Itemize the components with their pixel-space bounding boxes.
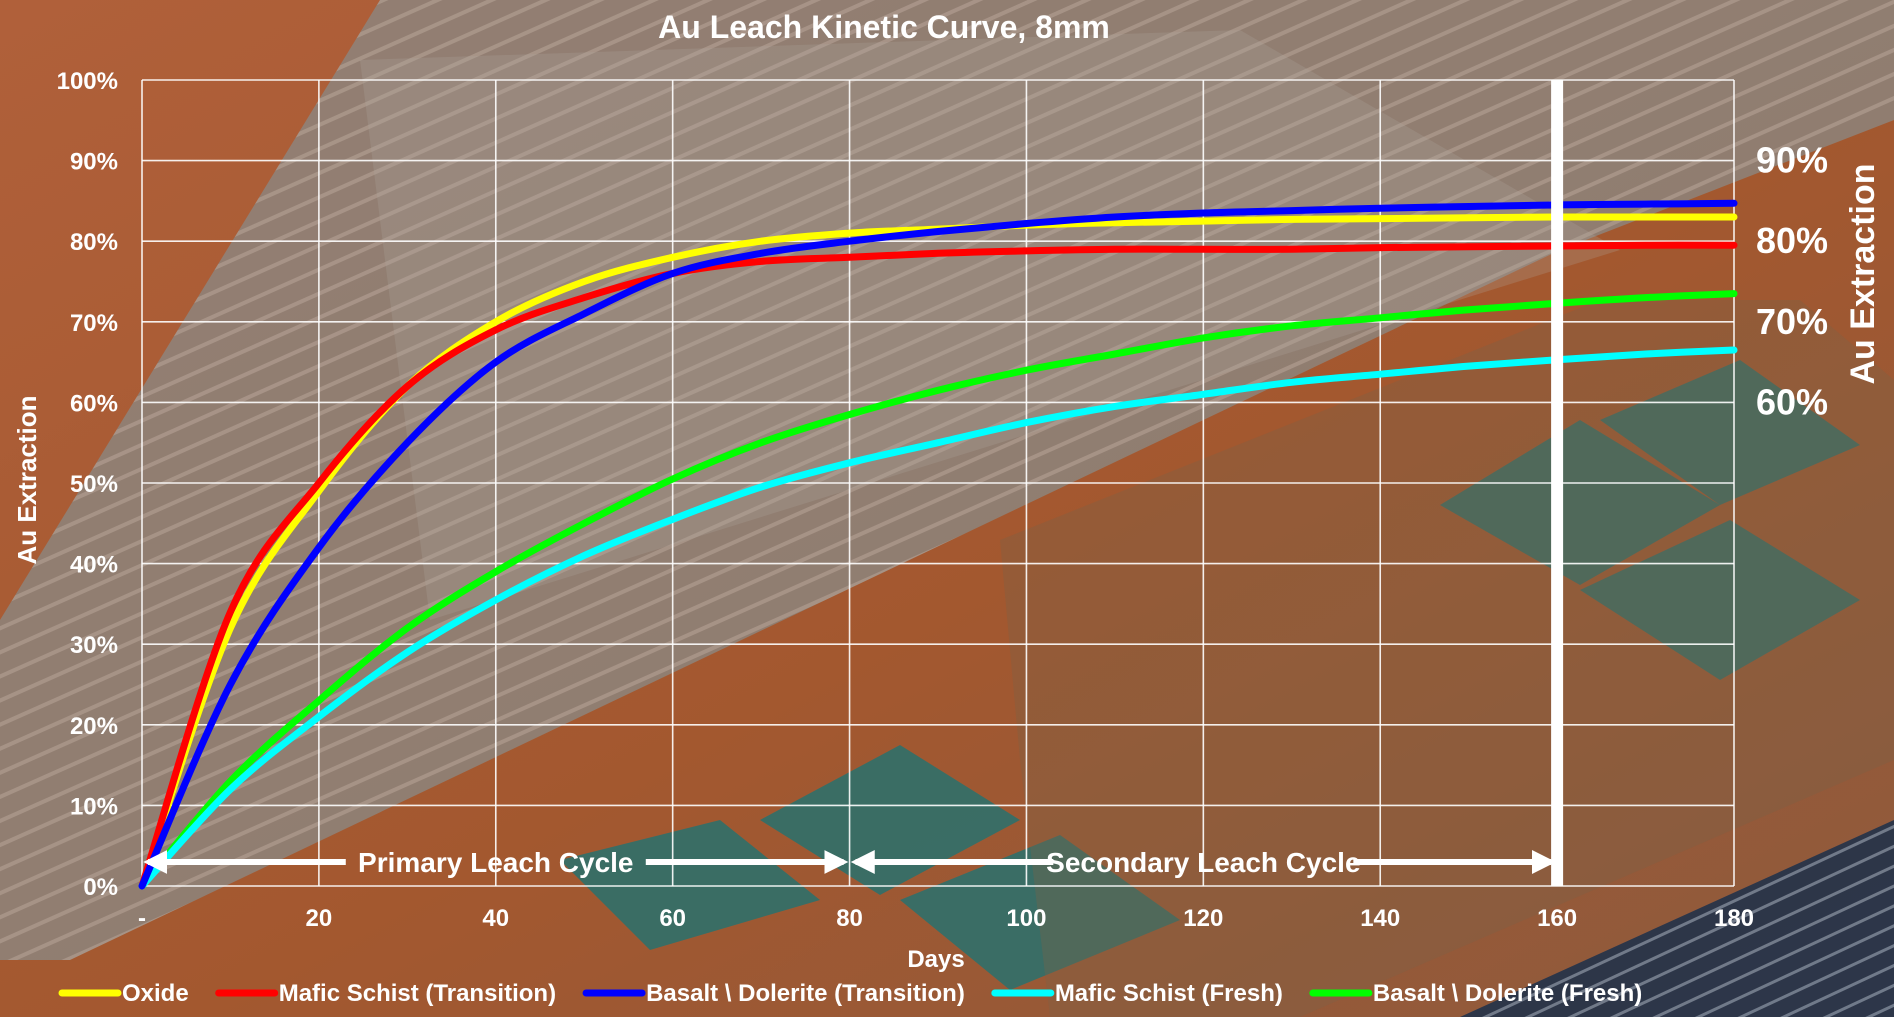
- series-line: [138, 241, 1738, 890]
- y-tick-label: 20%: [70, 713, 118, 740]
- secondary-y-tick-label: 60%: [1756, 381, 1828, 422]
- chart-labels: Au Leach Kinetic Curve, 8mm Days Au Extr…: [12, 9, 1882, 973]
- secondary-leach-cycle-label: Secondary Leach Cycle: [1046, 847, 1360, 878]
- y-tick-label: 70%: [70, 310, 118, 337]
- y-tick-label: 100%: [57, 68, 118, 95]
- chart-grid: [141, 79, 1735, 887]
- secondary-y-axis-label: Au Extraction: [1844, 163, 1882, 384]
- x-tick-label: 120: [1183, 905, 1223, 932]
- y-tick-label: 30%: [70, 632, 118, 659]
- primary-leach-cycle-label: Primary Leach Cycle: [358, 847, 634, 878]
- x-tick-label: 180: [1714, 905, 1754, 932]
- x-tick-label: 100: [1006, 905, 1046, 932]
- x-axis-label: Days: [907, 946, 964, 973]
- y-tick-label: 80%: [70, 229, 118, 256]
- series-line: [138, 346, 1738, 890]
- x-tick-label: -: [138, 905, 146, 932]
- y-tick-label: 90%: [70, 149, 118, 176]
- y-tick-label: 40%: [70, 552, 118, 579]
- x-tick-label: 160: [1537, 905, 1577, 932]
- x-tick-label: 140: [1360, 905, 1400, 932]
- y-tick-label: 60%: [70, 390, 118, 417]
- series-line: [138, 213, 1738, 890]
- legend-entry: Basalt \ Dolerite (Fresh): [1373, 980, 1642, 1007]
- chart-legend: Oxide Mafic Schist (Transition) Basalt \ D…: [58, 980, 1642, 1007]
- x-tick-label: 80: [836, 905, 863, 932]
- series-line: [138, 199, 1738, 890]
- chart-annotations: Primary Leach Cycle Secondary Leach Cycle: [143, 80, 1564, 886]
- secondary-y-tick-label: 80%: [1756, 220, 1828, 261]
- y-tick-label: 50%: [70, 471, 118, 498]
- chart-series: [138, 199, 1738, 890]
- secondary-y-tick-label: 70%: [1756, 301, 1828, 342]
- y-tick-label: 0%: [83, 874, 118, 901]
- legend-entry: Mafic Schist (Fresh): [1055, 980, 1283, 1007]
- legend-entry: Mafic Schist (Transition): [279, 980, 556, 1007]
- y-tick-label: 10%: [70, 793, 118, 820]
- chart-title: Au Leach Kinetic Curve, 8mm: [658, 9, 1110, 45]
- secondary-y-tick-label: 90%: [1756, 140, 1828, 181]
- legend-entry: Oxide: [122, 980, 189, 1007]
- x-tick-label: 20: [306, 905, 333, 932]
- x-tick-label: 60: [659, 905, 686, 932]
- y-axis-label: Au Extraction: [12, 395, 42, 564]
- legend-entry: Basalt \ Dolerite (Transition): [646, 980, 965, 1007]
- x-tick-label: 40: [482, 905, 509, 932]
- series-line: [138, 290, 1738, 890]
